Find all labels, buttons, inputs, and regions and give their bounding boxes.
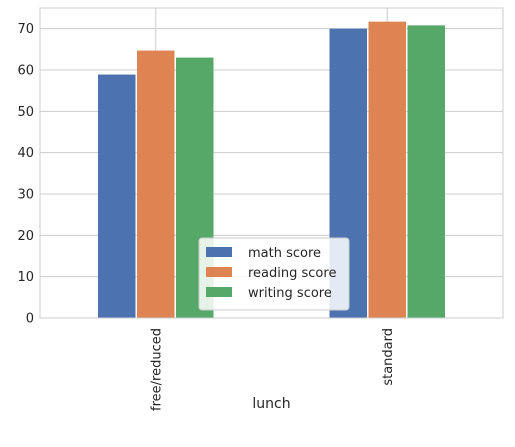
legend-label: writing score [248, 286, 332, 301]
legend-swatch [206, 247, 232, 257]
plot-frame [39, 7, 504, 319]
x-tick-label: standard [381, 328, 396, 386]
y-tick-label: 30 [17, 188, 34, 203]
x-axis-label: lunch [252, 396, 290, 412]
y-tick-label: 50 [17, 105, 34, 120]
bars [98, 21, 445, 319]
bar-reading-score-standard [368, 21, 406, 318]
y-tick-label: 0 [26, 312, 34, 327]
y-tick-label: 40 [17, 146, 34, 161]
legend: math score reading score writing score [198, 237, 350, 311]
legend-label: math score [248, 246, 321, 261]
bar-reading-score-free-reduced [137, 50, 175, 318]
x-tick-label: free/reduced [149, 328, 164, 411]
y-axis-ticks: 0 10 20 30 40 50 60 70 [17, 22, 34, 326]
y-tick-label: 70 [17, 22, 34, 37]
bar-math-score-free-reduced [98, 74, 136, 319]
legend-swatch [206, 267, 232, 277]
y-tick-label: 60 [17, 64, 34, 79]
legend-swatch [206, 287, 232, 297]
x-axis-ticks: free/reduced standard [149, 328, 396, 411]
legend-label: reading score [248, 266, 336, 281]
bar-writing-score-standard [407, 25, 445, 319]
legend-box [198, 237, 350, 311]
y-tick-label: 10 [17, 270, 34, 285]
y-tick-label: 20 [17, 229, 34, 244]
